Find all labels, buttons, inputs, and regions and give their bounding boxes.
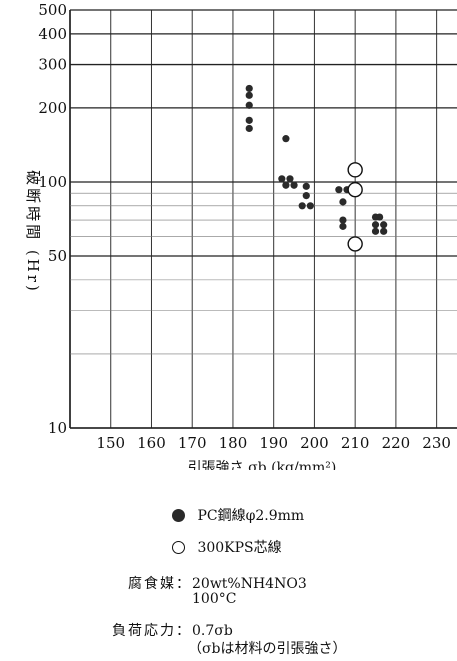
data-point-pc-steel [298,202,306,210]
note-load-line1: 0.7σb [192,623,233,639]
x-tick-label: 230 [422,434,451,452]
data-point-pc-steel [302,182,310,190]
x-tick-label: 210 [341,434,370,452]
data-point-pc-steel [245,101,253,109]
data-point-pc-steel [302,192,310,200]
chart-canvas: 150 160 170 180 190 200 210 220 230 10 50 100 200 30… [24,1,457,470]
y-tick-label: 300 [38,56,67,74]
x-tick-label: 180 [219,434,248,452]
data-point-pc-steel [278,175,286,183]
y-axis-tick-labels: 10 50 100 200 300 400 500 [38,1,67,437]
x-tick-label: 160 [137,434,166,452]
data-point-pc-steel [306,202,314,210]
vertical-grid-lines [69,10,438,428]
data-point-pc-steel [339,216,347,224]
x-tick-label: 170 [178,434,207,452]
data-point-pc-steel [335,186,343,194]
data-point-pc-steel [371,227,380,235]
data-point-pc-steel [245,84,253,93]
y-tick-label: 200 [38,99,67,117]
data-point-pc-steel [339,198,347,206]
data-point-pc-steel [245,124,253,133]
hollow-circle-icon [172,541,185,554]
note-load-label: 負荷応力： [112,623,192,639]
series-300kps-core-wire [347,162,363,252]
note-medium-temperature: 100°C [192,591,237,607]
data-point-pc-steel [282,135,290,143]
note-medium-line1: 20wt%NH4NO3 [192,576,307,592]
data-point-pc-steel [380,227,388,235]
legend-label-kps: 300KPS芯線 [197,540,282,556]
y-tick-label: 10 [48,419,67,437]
data-point-300kps [347,236,363,252]
legend-item-300kps: 300KPS芯線 [172,537,282,557]
x-axis-label: 引張強さ σb (kg/mm²) [188,460,337,470]
y-tick-label: 100 [38,173,67,191]
x-tick-label: 190 [259,434,288,452]
data-point-pc-steel [380,221,388,229]
data-point-pc-steel [371,221,380,229]
x-tick-label: 220 [382,434,411,452]
data-point-pc-steel [290,181,298,189]
data-point-300kps [347,162,363,178]
note-load-explanation: （σbは材料の引張強さ） [188,641,347,657]
y-axis-label: 破断時間 (Hr) [24,170,42,294]
legend-item-pc-steel-wire: PC鋼線φ2.9mm [172,505,304,525]
filled-circle-icon [172,509,185,522]
note-corrosive-medium: 腐食媒：20wt%NH4NO3 [100,573,307,593]
data-point-pc-steel [339,222,347,230]
legend-label-pc: PC鋼線φ2.9mm [197,508,305,524]
data-point-pc-steel [245,91,253,99]
y-tick-label: 50 [48,247,67,265]
x-tick-label: 150 [96,434,125,452]
data-point-pc-steel [282,181,290,189]
y-tick-label: 400 [38,25,67,43]
series-pc-steel-wire [245,84,388,235]
horizontal-grid-lines [70,9,457,429]
data-point-pc-steel [286,175,294,183]
data-point-pc-steel [376,213,384,221]
data-point-pc-steel [245,116,253,124]
x-tick-label: 200 [300,434,329,452]
y-tick-label: 500 [38,1,67,19]
note-medium-label: 腐食媒： [128,576,192,592]
data-point-300kps [347,182,363,198]
note-load-stress: 負荷応力：0.7σb [100,620,233,640]
x-axis-tick-labels: 150 160 170 180 190 200 210 220 230 [96,434,451,452]
